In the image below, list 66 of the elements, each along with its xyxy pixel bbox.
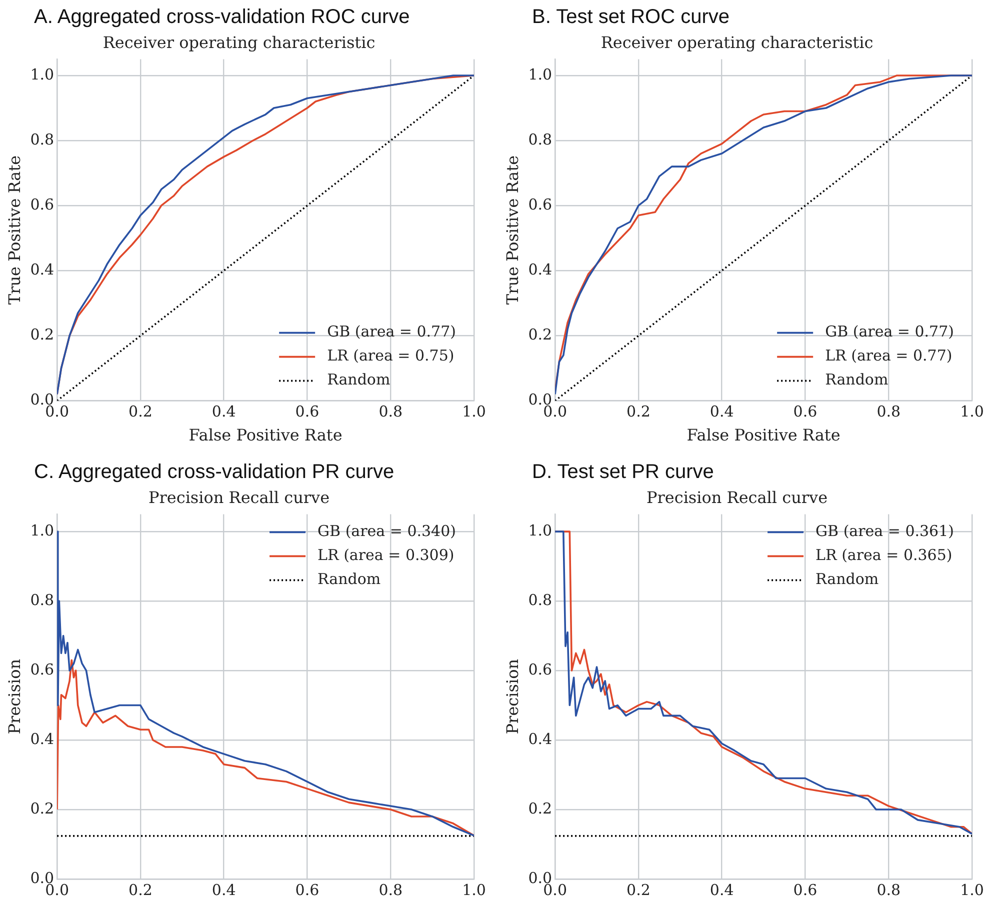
y-tick-label: 0.6 [528,195,552,214]
y-tick-label: 0.6 [30,195,54,214]
y-tick-label: 0.4 [528,730,552,748]
y-tick-label: 1.0 [528,521,552,540]
y-tick-label: 0.6 [528,660,552,678]
x-axis-title: False Positive Rate [686,426,840,445]
y-axis-title: Precision [502,658,522,734]
x-tick-label: 0.4 [710,880,734,899]
x-tick-label: 0.8 [378,402,403,421]
y-tick-label: 1.0 [30,521,54,540]
y-tick-label: 1.0 [30,65,54,84]
legend-label: GB (area = 0.361) [816,522,954,540]
y-axis-title: True Positive Rate [4,155,24,305]
y-tick-label: 0.2 [528,326,552,344]
y-axis-title: True Positive Rate [502,155,522,305]
y-axis-title: Precision [4,658,24,734]
x-tick-label: 0.8 [378,880,403,899]
chart-title: D. Test set PR curve [532,461,715,485]
x-tick-label: 0.6 [295,880,320,899]
x-tick-label: 0.2 [626,402,650,421]
x-tick-label: 1.0 [960,402,984,421]
x-tick-label: 1.0 [462,402,486,421]
x-tick-label: 0.4 [710,402,734,421]
legend-label: GB (area = 0.340) [318,522,456,540]
chart-subtitle: Precision Recall curve [646,488,828,507]
chart-title: A. Aggregated cross-validation ROC curve [34,6,411,30]
chart-subtitle: Precision Recall curve [148,488,330,507]
x-tick-label: 0.6 [793,402,818,421]
legend-label: LR (area = 0.75) [327,346,454,365]
x-tick-label: 0.2 [626,880,650,899]
legend-label: LR (area = 0.77) [825,346,952,365]
x-tick-label: 1.0 [960,880,984,899]
legend-label: Random [318,570,381,588]
chart-subtitle: Receiver operating characteristic [600,32,874,52]
x-tick-label: 0.2 [128,880,152,899]
x-tick-label: 0.8 [876,880,901,899]
y-tick-label: 0.2 [30,799,54,818]
legend-label: Random [825,370,888,389]
x-tick-label: 0.6 [295,402,320,421]
x-tick-label: 0.4 [212,402,236,421]
y-tick-label: 0.8 [30,590,54,609]
x-tick-label: 0.8 [876,402,901,421]
y-tick-label: 0.4 [528,260,552,279]
y-tick-label: 1.0 [528,65,552,84]
chart-title: C. Aggregated cross-validation PR curve [34,461,396,485]
x-tick-label: 0.2 [128,402,152,421]
y-tick-label: 0.2 [30,326,54,344]
x-tick-label: 0.6 [793,880,818,899]
legend-label: LR (area = 0.365) [816,546,952,564]
x-tick-label: 0.4 [212,880,236,899]
x-axis-title: False Positive Rate [188,426,342,445]
y-tick-label: 0.4 [30,260,54,279]
legend-label: Random [816,570,879,588]
legend-label: LR (area = 0.309) [318,546,454,564]
legend-label: Random [327,370,390,389]
y-tick-label: 0.2 [528,799,552,818]
y-tick-label: 0.6 [30,660,54,678]
chart-subtitle: Receiver operating characteristic [102,32,376,52]
y-tick-label: 0.4 [30,730,54,748]
chart-title: B. Test set ROC curve [532,6,730,30]
y-tick-label: 0.8 [30,130,54,148]
legend-label: GB (area = 0.77) [327,322,456,341]
y-tick-label: 0.8 [528,590,552,609]
legend-label: GB (area = 0.77) [825,322,954,341]
x-tick-label: 1.0 [462,880,486,899]
y-tick-label: 0.8 [528,130,552,148]
